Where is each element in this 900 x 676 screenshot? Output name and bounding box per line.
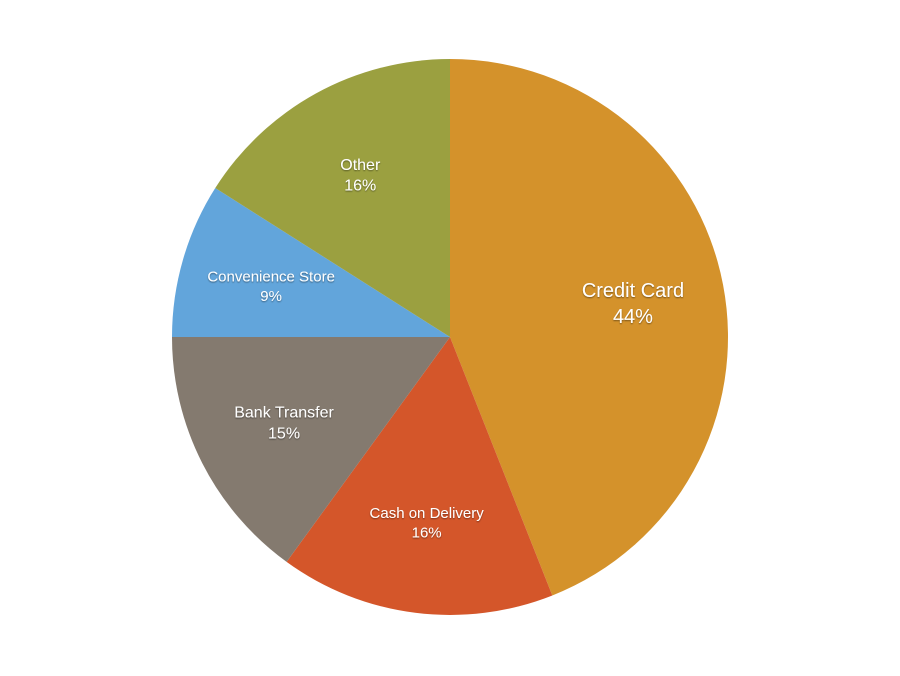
slice-value-label: 16% [344,178,376,195]
pie-slice-credit-card [450,59,728,596]
slice-value-label: 9% [260,288,282,305]
slice-label: Bank Transfer [234,405,334,422]
pie-slice-other [215,59,450,337]
slice-label: Credit Card [582,280,684,302]
pie-slice-bank-transfer [172,337,450,562]
slice-value-label: 15% [268,425,300,442]
slice-label: Cash on Delivery [370,505,485,522]
pie-slice-cash-on-delivery [286,337,553,615]
slice-value-label: 16% [412,525,442,542]
pie-labels: Credit Card 44% Cash on Delivery 16% Bank Tr… [207,157,684,542]
slice-value-label: 44% [613,306,653,328]
slice-label: Other [340,157,381,174]
pie-slice-convenience-store [172,188,450,337]
slice-label: Convenience Store [207,268,335,285]
pie-slices [172,59,728,615]
